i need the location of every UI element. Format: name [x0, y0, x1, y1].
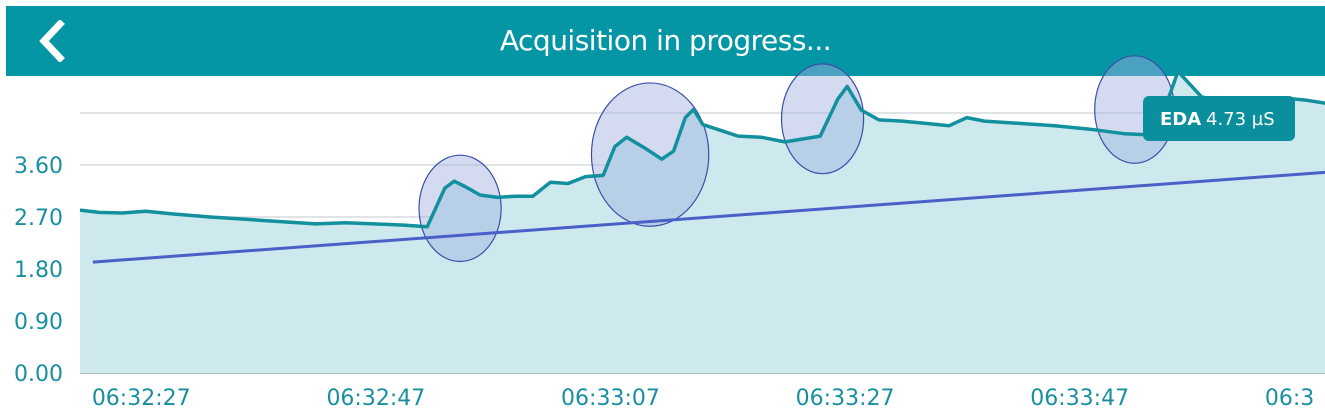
- x-axis-ticks: 06:32:27 06:32:47 06:33:07 06:33:27 06:33:47…: [92, 386, 1314, 411]
- x-tick-label: 06:33:47: [1030, 386, 1129, 411]
- trend-line: [92, 170, 1325, 264]
- eda-badge-value: 4.73 µS: [1206, 109, 1275, 130]
- peak-highlight-2: [590, 82, 710, 227]
- eda-area-fill: [80, 71, 1325, 373]
- eda-badge: EDA 4.73 µS: [1143, 96, 1295, 141]
- y-tick-label: 2.70: [14, 206, 63, 231]
- y-tick-label: 0.00: [14, 362, 63, 387]
- x-tick-label: 06:32:27: [92, 386, 191, 411]
- y-tick-label: 1.80: [14, 258, 63, 283]
- y-tick-label: 0.90: [14, 310, 63, 335]
- y-tick-label: 3.60: [14, 154, 63, 179]
- x-tick-label: 06:33:27: [796, 386, 895, 411]
- peak-highlight-1: [418, 154, 502, 263]
- header-bar: Acquisition in progress...: [6, 6, 1325, 76]
- x-tick-label: 06:33:07: [561, 386, 660, 411]
- x-tick-label: 06:32:47: [326, 386, 425, 411]
- page-title: Acquisition in progress...: [499, 24, 832, 57]
- eda-series-line: [79, 69, 1325, 229]
- chevron-left-icon: [39, 19, 65, 63]
- eda-badge-label: EDA: [1160, 109, 1201, 130]
- back-button[interactable]: [34, 19, 74, 63]
- x-tick-label: 06:3: [1265, 386, 1314, 411]
- peak-highlight-3: [780, 63, 865, 175]
- y-axis-ticks: 0.00 0.90 1.80 2.70 3.60: [14, 154, 63, 387]
